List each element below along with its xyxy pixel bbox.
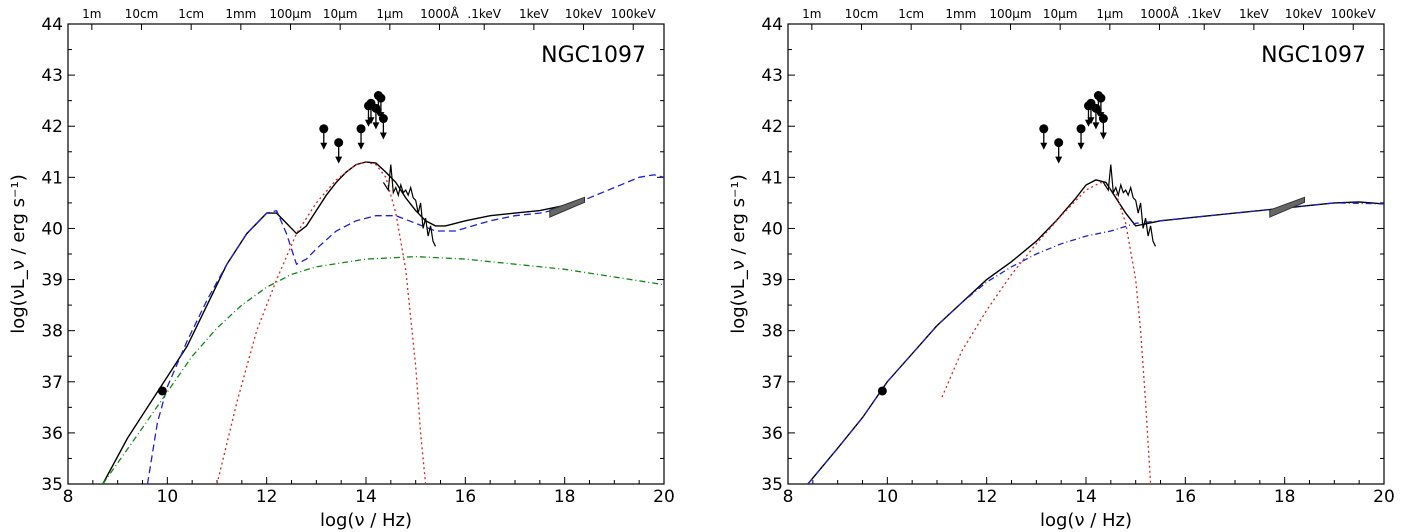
x-tick-label: 16 <box>455 487 477 507</box>
y-tick-label: 36 <box>41 424 63 444</box>
top-axis-label: 10keV <box>1285 7 1323 21</box>
y-tick-label: 40 <box>761 219 783 239</box>
top-axis-label: 10keV <box>565 7 603 21</box>
top-axis-label: 1mm <box>225 7 256 21</box>
xray-bowtie <box>1269 196 1306 218</box>
top-axis-label: 1keV <box>1239 7 1270 21</box>
x-tick-label: 18 <box>1274 487 1296 507</box>
top-axis-label: 10μm <box>1043 7 1078 21</box>
plot-area <box>807 91 1384 484</box>
top-axis-label: 1μm <box>1096 7 1123 21</box>
series-line-dashdot-blue <box>807 202 1384 484</box>
x-tick-label: 8 <box>783 487 794 507</box>
top-axis-label: 10cm <box>125 7 159 21</box>
y-tick-label: 42 <box>41 117 63 137</box>
series-line-dotted-red <box>941 181 1152 484</box>
chart-panel-right: 8 10 12 14 16 18 20 1m 10cm 1cm 1mm 100μm 10μm 1μm 100… <box>728 6 1395 531</box>
ir-spectrum-line <box>1102 164 1157 247</box>
upper-limit-arrowhead <box>1055 156 1063 164</box>
y-tick-label: 41 <box>41 168 63 188</box>
top-axis-label: 1mm <box>945 7 976 21</box>
y-tick-label: 36 <box>761 424 783 444</box>
series-line-dashed-blue <box>146 174 664 484</box>
top-axis-label: 1000Å <box>420 6 460 21</box>
y-tick-label: 38 <box>41 322 63 342</box>
plot-frame <box>67 23 665 485</box>
top-axis-label: .1keV <box>1187 7 1221 21</box>
x-tick-label: 18 <box>554 487 576 507</box>
top-axis-label: 100keV <box>1331 7 1377 21</box>
upper-limit-arrowhead <box>1092 122 1100 130</box>
top-axis-label: 100keV <box>611 7 657 21</box>
top-axis-label: 1cm <box>898 7 924 21</box>
x-tick-label: 16 <box>1175 487 1197 507</box>
y-tick-label: 43 <box>41 66 63 86</box>
top-axis-label: 100μm <box>989 7 1031 21</box>
y-tick-label: 35 <box>41 475 63 495</box>
x-tick-label: 20 <box>653 487 675 507</box>
series-line-dashdot-green <box>102 255 664 484</box>
x-tick-label: 14 <box>1075 487 1097 507</box>
top-axis-label: 10cm <box>845 7 879 21</box>
y-tick-label: 42 <box>761 117 783 137</box>
x-tick-label: 10 <box>157 487 179 507</box>
y-tick-label: 40 <box>41 219 63 239</box>
series-line-dotted-red <box>216 161 427 484</box>
y-tick-label: 41 <box>761 168 783 188</box>
top-axis-label: 1m <box>82 7 101 21</box>
top-axis-label: 1000Å <box>1140 6 1180 21</box>
upper-limit-arrowhead <box>379 132 387 140</box>
x-tick-label: 14 <box>355 487 377 507</box>
y-axis-label: log(νL_ν / erg s⁻¹) <box>8 174 29 334</box>
x-tick-label: 12 <box>256 487 278 507</box>
y-tick-label: 37 <box>761 373 783 393</box>
y-tick-label: 44 <box>41 15 63 35</box>
y-tick-label: 39 <box>761 271 783 291</box>
y-tick-label: 39 <box>41 271 63 291</box>
y-tick-label: 43 <box>761 66 783 86</box>
upper-limit-arrowhead <box>1099 132 1107 140</box>
upper-limit-arrowhead <box>1077 142 1085 150</box>
top-axis-label: 1m <box>802 7 821 21</box>
y-tick-label: 38 <box>761 322 783 342</box>
y-tick-label: 44 <box>761 15 783 35</box>
upper-limit-arrowhead <box>1087 117 1095 125</box>
ir-spectrum-line <box>382 164 437 247</box>
x-tick-label: 20 <box>1373 487 1395 507</box>
plot-frame <box>787 23 1385 485</box>
data-point <box>877 386 887 396</box>
y-tick-label: 35 <box>761 475 783 495</box>
x-axis-label: log(ν / Hz) <box>1040 510 1132 531</box>
upper-limit-arrowhead <box>372 122 380 130</box>
top-axis-label: 1keV <box>519 7 550 21</box>
object-name: NGC1097 <box>1261 43 1366 68</box>
y-tick-label: 37 <box>41 373 63 393</box>
upper-limit-arrowhead <box>367 117 375 125</box>
x-tick-label: 10 <box>877 487 899 507</box>
upper-limit-arrowhead <box>357 142 365 150</box>
upper-limit-arrowhead <box>1040 142 1048 150</box>
plot-area <box>102 91 664 484</box>
top-axis-label: 1cm <box>178 7 204 21</box>
x-tick-label: 12 <box>976 487 998 507</box>
top-axis-label: 1μm <box>376 7 403 21</box>
x-axis-label: log(ν / Hz) <box>320 510 412 531</box>
chart-panel-left: 8 10 12 14 16 18 20 1m 10cm 1cm 1mm 100μm 10μm 1μm 100… <box>8 6 675 531</box>
series-line-total <box>807 179 1384 484</box>
upper-limit-arrowhead <box>335 156 343 164</box>
series-line-total <box>102 161 585 484</box>
upper-limit-arrowhead <box>320 142 328 150</box>
top-axis-label: 100μm <box>269 7 311 21</box>
data-point <box>157 386 167 396</box>
x-tick-label: 8 <box>63 487 74 507</box>
object-name: NGC1097 <box>541 43 646 68</box>
y-axis-label: log(νL_ν / erg s⁻¹) <box>728 174 749 334</box>
top-axis-label: 10μm <box>323 7 358 21</box>
xray-bowtie <box>549 196 586 218</box>
top-axis-label: .1keV <box>467 7 501 21</box>
